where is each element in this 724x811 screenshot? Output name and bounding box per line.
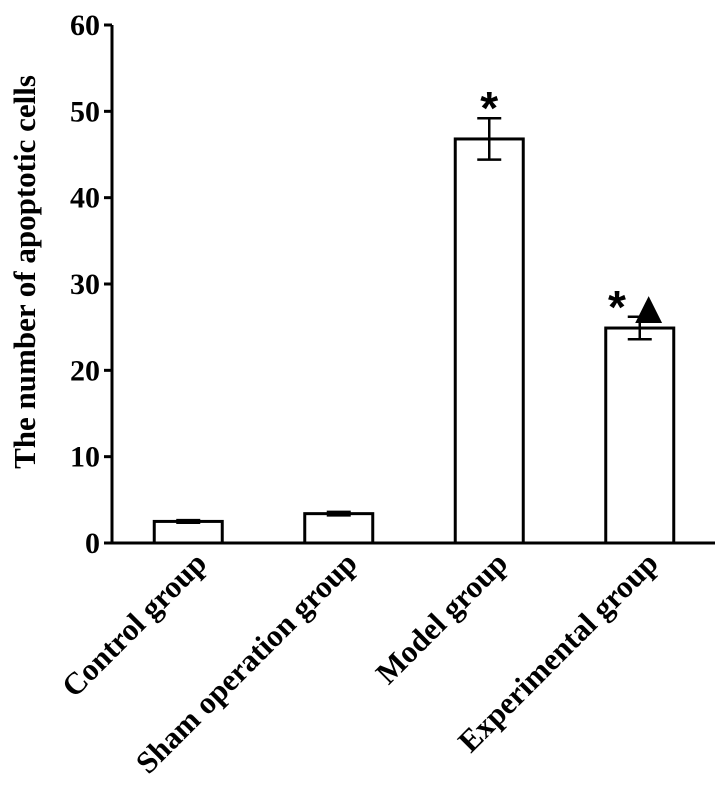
x-tick-label-0: Control group [55, 545, 214, 704]
bar-3 [604, 326, 676, 545]
bars: * *▲ [152, 82, 676, 545]
y-tick-label-6: 60 [70, 9, 100, 42]
y-tick-label-4: 40 [70, 182, 100, 215]
significance-label-3: *▲ [608, 281, 671, 333]
y-tick-label-0: 0 [85, 527, 100, 560]
y-tick-label-1: 10 [70, 441, 100, 474]
y-tick-label-3: 30 [70, 268, 100, 301]
bar-2 [453, 137, 525, 545]
y-tick-label-2: 20 [70, 354, 100, 387]
bar-0 [152, 519, 224, 545]
y-axis-title: The number of apoptotic cells [7, 75, 42, 469]
bar-1 [303, 512, 375, 545]
significance-label-2: * [480, 82, 498, 134]
y-tick-label-5: 50 [70, 95, 100, 128]
y-axis: 0 10 20 30 40 50 60 [70, 9, 114, 560]
x-tick-label-2: Model group [369, 545, 515, 691]
